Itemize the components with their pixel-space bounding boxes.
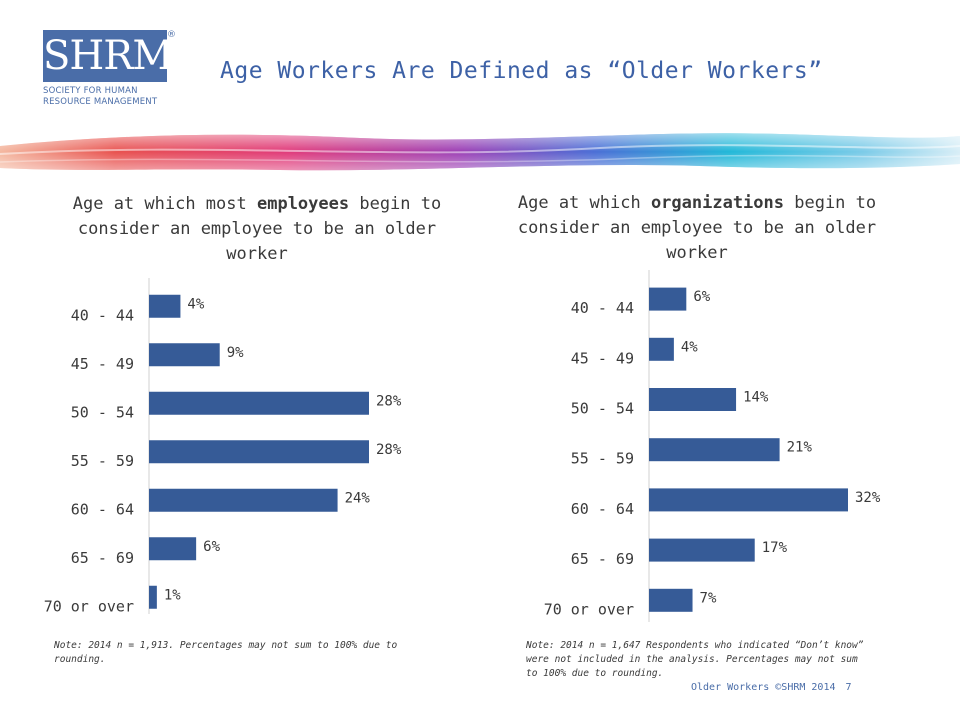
organizations-bar-2 [649,388,737,411]
employees-bar-0 [149,294,181,318]
logo-subtitle-line-1: SOCIETY FOR HUMAN [43,86,138,96]
note-organizations: Note: 2014 n = 1,647 Respondents who ind… [526,640,864,679]
employees-bar-chart: 4% 40 - 44 9% 45 - 49 28% 50 - 54 28% 55 - 59 24… [44,278,402,614]
organizations-bar-1 [649,337,674,361]
logo-registered-mark: ® [167,30,176,40]
organizations-data-label-0: 6% [693,289,710,305]
employees-data-label-4: 24% [345,490,371,506]
page-title: Age Workers Are Defined as “Older Worker… [220,58,823,84]
organizations-data-label-6: 7% [700,590,717,606]
organizations-category-label-2: 50 - 54 [571,400,634,418]
logo-text: SHRM [43,33,173,79]
chart-title-employees-post: begin to consider an employee to be an o… [77,194,442,264]
employees-data-label-2: 28% [376,393,402,409]
employees-bar-2 [149,391,369,415]
decorative-band [0,133,960,171]
employees-bar-4 [149,488,338,512]
chart-title-organizations-bold: organizations [650,193,784,213]
organizations-data-label-2: 14% [743,390,769,406]
employees-bar-3 [149,440,369,464]
organizations-data-label-5: 17% [762,540,788,556]
employees-bar-6 [149,585,157,609]
employees-category-label-0: 40 - 44 [71,306,134,324]
organizations-category-label-4: 60 - 64 [571,500,634,518]
employees-category-label-3: 55 - 59 [71,452,134,470]
chart-title-organizations-post: begin to consider an employee to be an o… [517,193,877,263]
footer-text: Older Workers ©SHRM 2014 [691,682,836,693]
organizations-bar-6 [649,588,693,612]
organizations-category-label-6: 70 or over [544,600,634,618]
organizations-data-label-3: 21% [787,440,813,456]
chart-title-organizations-pre: Age at which [517,193,651,213]
logo-subtitle: SOCIETY FOR HUMAN RESOURCE MANAGEMENT [43,86,175,108]
organizations-category-label-0: 40 - 44 [571,299,634,317]
organizations-data-label-1: 4% [681,339,698,355]
organizations-data-label-4: 32% [855,490,881,506]
organizations-category-label-5: 65 - 69 [571,550,634,568]
employees-data-label-3: 28% [376,442,402,458]
employees-bar-1 [149,343,220,367]
employees-category-label-4: 60 - 64 [71,500,134,518]
chart-title-employees: Age at which most employees begin to con… [72,192,442,267]
page-number: 7 [845,682,852,693]
employees-category-label-5: 65 - 69 [71,549,134,567]
chart-title-employees-pre: Age at which most [72,194,257,214]
organizations-bar-0 [649,287,687,311]
organizations-bar-3 [649,438,780,462]
employees-data-label-6: 1% [164,587,181,603]
note-employees: Note: 2014 n = 1,913. Percentages may no… [54,640,398,665]
shrm-logo: SHRM ® SOCIETY FOR HUMAN RESOURCE MANAGE… [43,30,176,122]
employees-category-label-2: 50 - 54 [71,403,134,421]
logo-box [43,30,167,82]
employees-category-label-1: 45 - 49 [71,355,134,373]
employees-data-label-5: 6% [203,539,220,555]
employees-category-label-6: 70 or over [44,597,134,614]
organizations-category-label-3: 55 - 59 [571,450,634,468]
chart-title-organizations: Age at which organizations begin to cons… [512,191,882,266]
organizations-category-label-1: 45 - 49 [571,349,634,367]
employees-data-label-0: 4% [187,296,204,312]
chart-title-employees-bold: employees [256,194,350,214]
organizations-bar-5 [649,538,755,562]
employees-data-label-1: 9% [227,345,244,361]
employees-bar-5 [149,537,197,561]
organizations-bar-4 [649,488,848,512]
logo-subtitle-line-2: RESOURCE MANAGEMENT [43,97,158,107]
footer: Older Workers ©SHRM 2014 7 [691,682,862,693]
organizations-bar-chart: 6% 40 - 44 4% 45 - 49 14% 50 - 54 21% 55 - 59 32… [544,270,881,622]
